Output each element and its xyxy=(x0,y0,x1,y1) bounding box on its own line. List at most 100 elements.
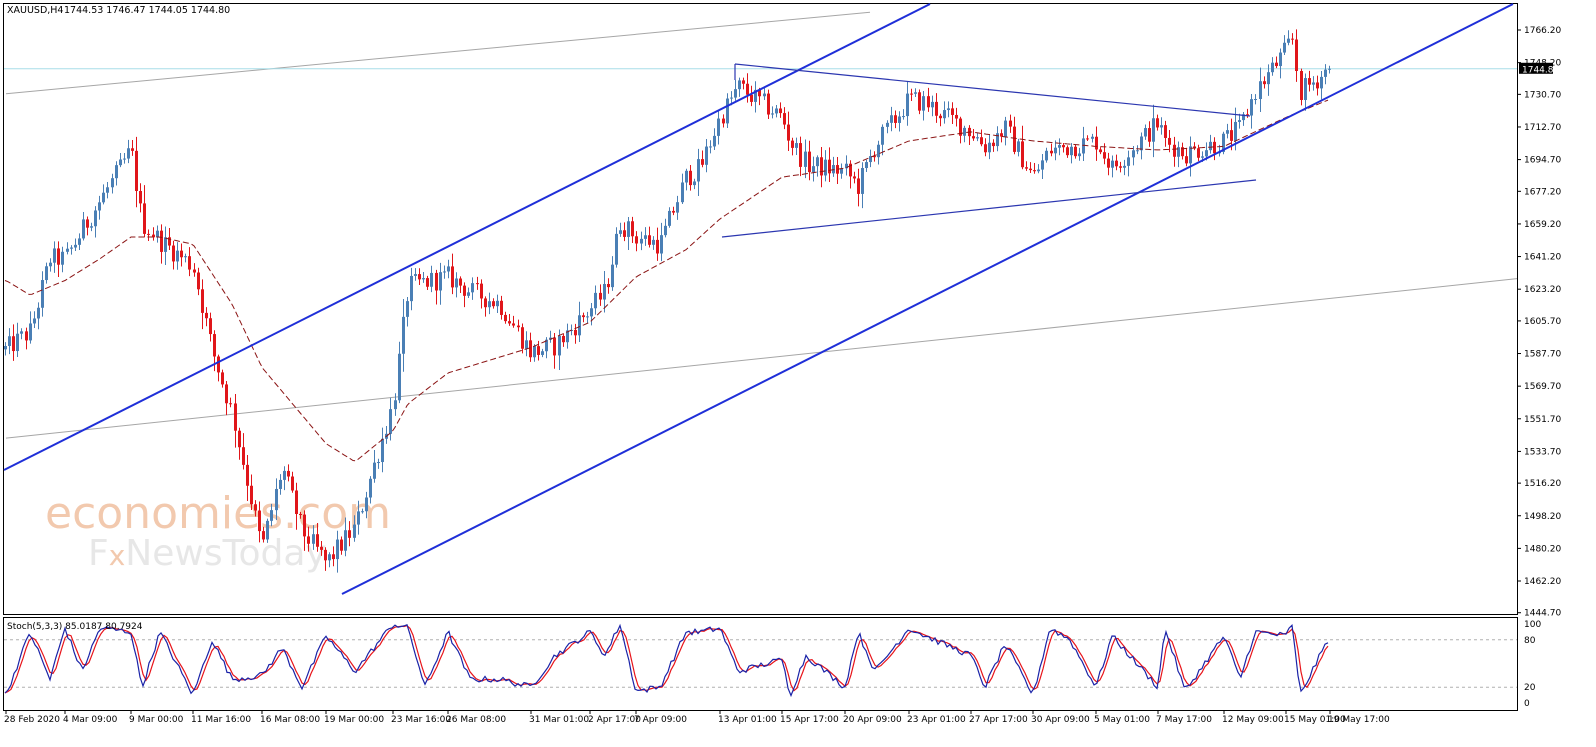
candle-body xyxy=(115,165,118,179)
candle xyxy=(697,148,700,197)
candle-body xyxy=(1168,137,1171,145)
stoch-tick-label: 0 xyxy=(1524,699,1530,709)
candle xyxy=(1181,142,1184,160)
candle xyxy=(1144,124,1147,140)
price-tick-label: 1641.20 xyxy=(1524,253,1561,263)
candle xyxy=(582,312,585,323)
candle-body xyxy=(1140,136,1143,151)
candle xyxy=(627,216,630,250)
candle-body xyxy=(476,283,479,285)
candle-body xyxy=(320,546,323,550)
candle-body xyxy=(652,239,655,245)
candle-body xyxy=(1181,147,1184,157)
candle-body xyxy=(418,274,421,280)
candle-body xyxy=(873,156,876,158)
candle-body xyxy=(123,158,126,160)
candle xyxy=(287,464,290,482)
candle xyxy=(750,85,753,107)
candle xyxy=(1185,147,1188,167)
candle xyxy=(648,226,651,248)
candle xyxy=(619,222,622,237)
candle-body xyxy=(447,266,450,272)
candle-body xyxy=(943,110,946,119)
candle-body xyxy=(328,554,331,561)
time-tick-label: 12 May 09:00 xyxy=(1222,715,1284,725)
moving-average-line xyxy=(4,99,1329,462)
candle-body xyxy=(25,331,28,341)
candle xyxy=(1267,64,1270,96)
candle-body xyxy=(172,245,175,262)
candle-body xyxy=(1082,138,1085,154)
candle xyxy=(918,89,921,115)
candle-body xyxy=(775,108,778,114)
candle xyxy=(279,474,282,495)
candle xyxy=(225,381,228,416)
candle-body xyxy=(451,266,454,288)
candle-body xyxy=(611,264,614,288)
candle-body xyxy=(1054,147,1057,154)
candle-body xyxy=(234,403,237,431)
candle xyxy=(111,173,114,194)
candle xyxy=(767,89,770,120)
candle-body xyxy=(574,329,577,336)
candle-body xyxy=(340,539,343,551)
candle-body xyxy=(143,203,146,234)
candle xyxy=(20,328,23,340)
candle-body xyxy=(205,312,208,319)
candle-body xyxy=(275,488,278,511)
candle xyxy=(1197,144,1200,162)
candle-body xyxy=(94,210,97,227)
candle xyxy=(984,138,987,157)
candle xyxy=(812,156,815,182)
candle xyxy=(160,224,163,264)
candle-body xyxy=(799,143,802,167)
candle-body xyxy=(1136,150,1139,152)
candle xyxy=(668,207,671,228)
candle-body xyxy=(299,513,302,515)
candle xyxy=(205,307,208,327)
candle-body xyxy=(312,534,315,544)
candle-body xyxy=(1050,150,1053,154)
candle-body xyxy=(1279,52,1282,67)
candle-body xyxy=(131,148,134,151)
candle-body xyxy=(857,178,860,194)
candle-body xyxy=(1205,150,1208,157)
candle-body xyxy=(201,289,204,313)
candle xyxy=(779,102,782,118)
candle xyxy=(615,227,618,268)
candle-body xyxy=(160,230,163,252)
candle xyxy=(303,510,306,551)
candle xyxy=(340,536,343,555)
candle xyxy=(238,427,241,460)
candle xyxy=(49,258,52,272)
candle-body xyxy=(1074,146,1077,157)
candle-body xyxy=(1254,99,1257,101)
candle-body xyxy=(156,230,159,238)
candle-body xyxy=(1115,160,1118,167)
candle xyxy=(869,149,872,168)
candle xyxy=(316,523,319,552)
candle xyxy=(640,231,643,251)
grey-trend-lines xyxy=(5,11,1518,439)
candle-body xyxy=(685,170,688,183)
candle xyxy=(828,147,831,183)
candle-body xyxy=(1312,82,1315,85)
stoch-main-line xyxy=(4,623,1329,698)
time-tick-label: 7 May 17:00 xyxy=(1156,715,1212,725)
candle-body xyxy=(849,163,852,177)
candle xyxy=(430,265,433,293)
candle-body xyxy=(20,331,23,334)
candle xyxy=(447,259,450,279)
watermark-line1: economies.com xyxy=(45,488,391,539)
candle-body xyxy=(221,372,224,385)
candle-body xyxy=(992,142,995,147)
candle xyxy=(480,279,483,309)
time-tick-label: 30 Apr 09:00 xyxy=(1031,715,1090,725)
candle xyxy=(1091,133,1094,143)
candle xyxy=(402,298,405,372)
candle-body xyxy=(57,248,60,265)
candle xyxy=(541,348,544,358)
candle-body xyxy=(689,170,692,186)
candle xyxy=(283,466,286,491)
candle-body xyxy=(722,118,725,124)
